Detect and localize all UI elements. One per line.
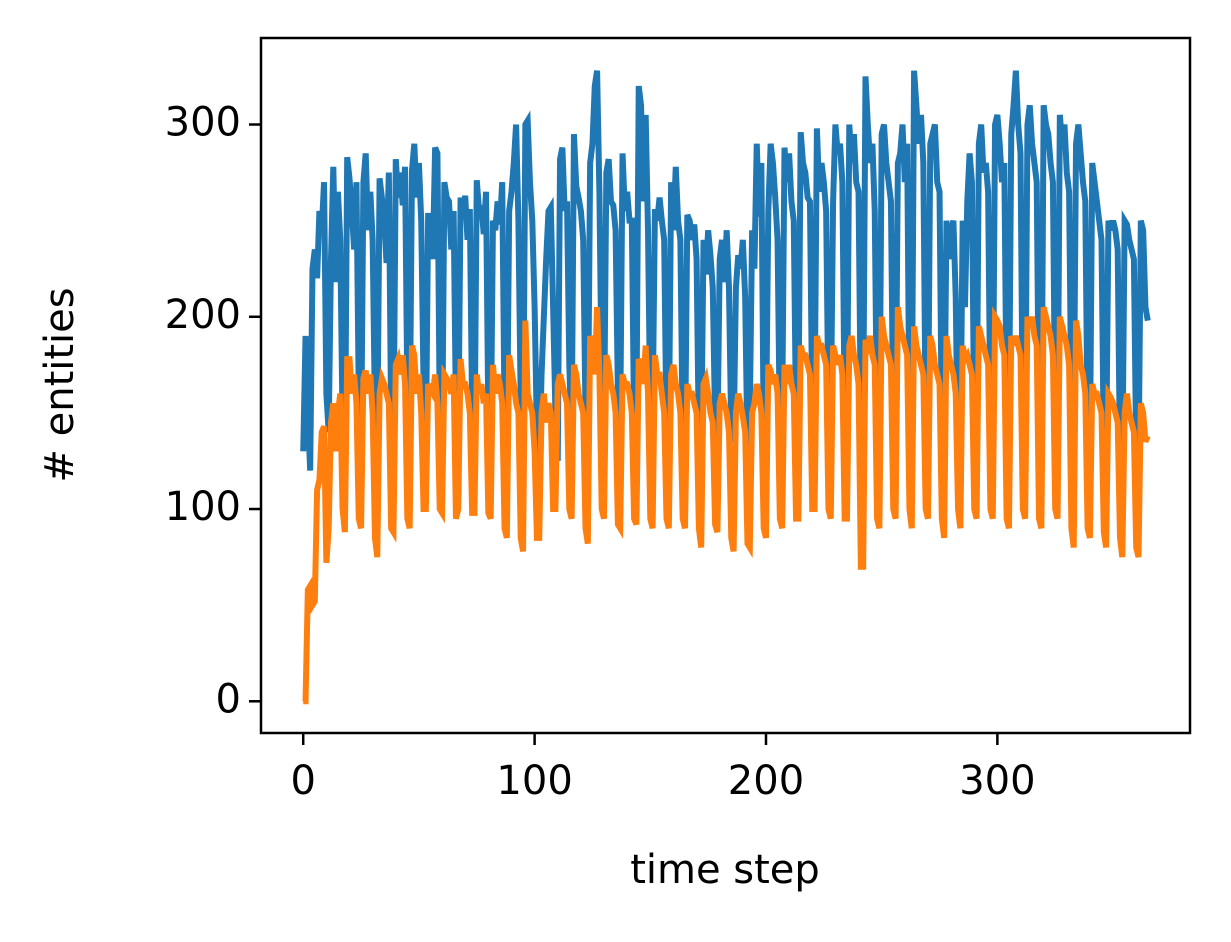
x-tick-label: 200 <box>728 758 804 804</box>
y-tick-label: 300 <box>165 100 241 146</box>
y-tick-label: 100 <box>165 484 241 530</box>
x-axis-label: time step <box>630 847 820 893</box>
plot-frame <box>259 36 1192 735</box>
x-tick-label: 300 <box>959 758 1035 804</box>
x-tick-label: 100 <box>496 758 572 804</box>
y-tick-label: 200 <box>165 292 241 338</box>
series-line <box>302 306 1151 705</box>
y-axis-label: # entities <box>37 287 83 482</box>
y-tick-label: 0 <box>216 676 241 722</box>
x-tick-label: 0 <box>291 758 316 804</box>
